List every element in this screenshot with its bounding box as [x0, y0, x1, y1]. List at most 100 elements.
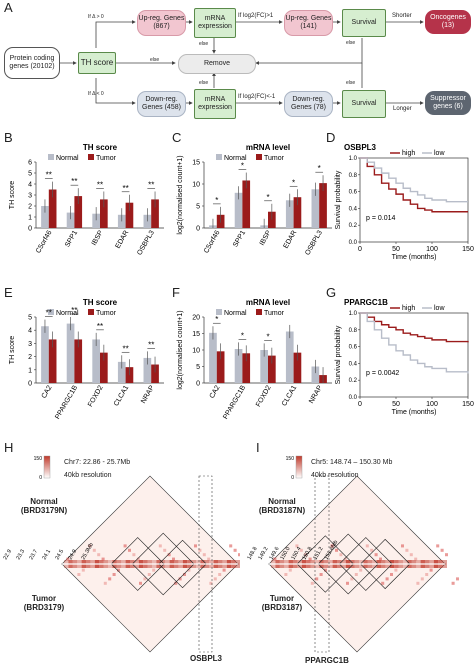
hic-contact-cell — [440, 548, 444, 552]
hic-contact-cell — [152, 568, 156, 572]
hic-contact-cell — [451, 581, 455, 585]
hic-contact-cell — [315, 577, 319, 581]
fc-down-label: If log2(FC)<-1 — [238, 94, 276, 100]
hic-contact-cell — [198, 548, 202, 552]
hic-contact-cell — [310, 581, 314, 585]
x-tick-label: CA2 — [209, 384, 222, 399]
hic-contact-cell — [445, 553, 448, 557]
hic-contact-cell — [295, 544, 299, 548]
protein-coding-genes-box: Protein coding genes (20102) — [4, 47, 60, 79]
chart-c-mrna-level: mRNA level Normal Tumor 0 5 10 15 log2(normalis… — [177, 143, 332, 257]
hic-contact-cell — [163, 548, 167, 552]
hic-h-resolution: 40kb resolution — [64, 472, 112, 479]
hic-contact-cell — [187, 568, 191, 572]
sig-label: * — [241, 331, 244, 340]
x-tick-label: CA2 — [41, 384, 54, 399]
if-delta-up-label: If Δ > 0 — [88, 14, 104, 20]
legend-tumor-swatch — [256, 154, 262, 160]
y-tick-label: 0.6 — [349, 345, 358, 351]
genomic-tick-label: 149.2 — [258, 546, 270, 561]
color-scale-bar — [295, 455, 303, 479]
hic-contact-cell — [436, 544, 440, 548]
legend-normal-label: Normal — [56, 310, 79, 317]
hic-contact-cell — [233, 548, 237, 552]
sig-label: ** — [97, 180, 103, 189]
y-axis-label: TH score — [9, 336, 16, 365]
x-tick-label: IBSP — [259, 229, 273, 247]
x-tick-label: PPARGC1B — [222, 384, 247, 420]
bar-tumor — [125, 367, 134, 383]
bar-normal — [209, 332, 217, 383]
legend-low-label: low — [434, 305, 445, 312]
hic-contact-cell — [183, 573, 186, 576]
y-tick-label: 4 — [28, 328, 32, 335]
hic-contact-cell — [354, 573, 358, 576]
panel-label-a: A — [4, 0, 13, 15]
hic-contact-cell — [222, 568, 226, 572]
hic-contact-cell — [273, 557, 277, 561]
hic-contact-cell — [92, 548, 96, 552]
hic-contact-cell — [139, 581, 142, 585]
hic-contact-cell — [213, 577, 217, 581]
oncogenes-box: Oncogenes (13) — [425, 10, 471, 34]
survival-curve-low — [360, 312, 469, 374]
y-tick-label: 15 — [192, 331, 200, 338]
chart-title: TH score — [83, 298, 118, 307]
bar-tumor — [74, 339, 83, 383]
x-tick-label: OSBPL3 — [304, 229, 324, 256]
panel-label-c: C — [172, 130, 182, 145]
genomic-tick-label: 24.5 — [55, 549, 66, 561]
hic-contact-cell — [436, 544, 440, 548]
sig-label: ** — [148, 180, 154, 189]
sig-label: * — [241, 162, 244, 171]
bar-tumor — [268, 355, 276, 383]
bar-tumor — [293, 197, 302, 228]
sig-label: * — [266, 332, 269, 341]
hic-contact-cell — [108, 577, 112, 581]
x-tick-label: CLCA1 — [113, 384, 130, 407]
hic-contact-cell — [101, 557, 105, 561]
legend-high-label: high — [402, 305, 415, 312]
hic-contact-cell — [273, 557, 277, 561]
sig-label: ** — [122, 184, 128, 193]
x-tick-label: PPARGC1B — [54, 384, 79, 420]
up-reg-genes-141-box: Up-reg. Genes (141) — [284, 10, 333, 36]
flowchart-arrows — [57, 20, 424, 105]
hic-contact-cell — [346, 581, 349, 585]
hic-contact-cell — [88, 544, 92, 548]
x-tick-label: FOXD2 — [87, 384, 105, 408]
y-axis-label: log2(normalised count+1) — [177, 310, 184, 389]
th-score-box: TH score — [78, 52, 116, 74]
bar-tumor — [293, 352, 302, 383]
hic-contact-cell — [207, 557, 211, 561]
x-tick-label: NRAP — [308, 384, 324, 405]
bar-normal — [41, 326, 49, 383]
hic-contact-cell — [335, 548, 338, 552]
x-tick-label: 0 — [358, 246, 362, 253]
hic-contact-cell — [390, 573, 393, 576]
hic-contact-cell — [123, 544, 127, 548]
hic-contact-cell — [117, 568, 120, 572]
else-label-1: else — [199, 41, 209, 47]
bar-normal — [66, 212, 75, 228]
panel-label-f: F — [172, 285, 180, 300]
legend-normal-swatch — [48, 154, 54, 160]
legend-tumor-swatch — [88, 309, 94, 315]
x-tick-label: 150 — [462, 246, 474, 253]
hic-contact-cell — [108, 577, 112, 581]
y-tick-label: 0.2 — [349, 223, 358, 229]
hic-contact-cell — [308, 557, 312, 561]
hic-contact-cell — [128, 548, 131, 552]
hic-contact-cell — [128, 548, 131, 552]
hic-contact-cell — [229, 544, 233, 548]
hic-contact-cell — [304, 553, 308, 557]
panel-label-e: E — [4, 285, 13, 300]
else-label-4: else — [346, 40, 356, 46]
hic-tumor-triangle — [61, 563, 239, 653]
x-tick-label: FOXD2 — [255, 384, 273, 408]
hic-contact-cell — [359, 568, 363, 572]
hic-contact-cell — [350, 577, 354, 581]
hic-contact-cell — [143, 577, 147, 581]
longer-label: Longer — [393, 106, 412, 112]
y-tick-label: 10 — [192, 182, 200, 189]
